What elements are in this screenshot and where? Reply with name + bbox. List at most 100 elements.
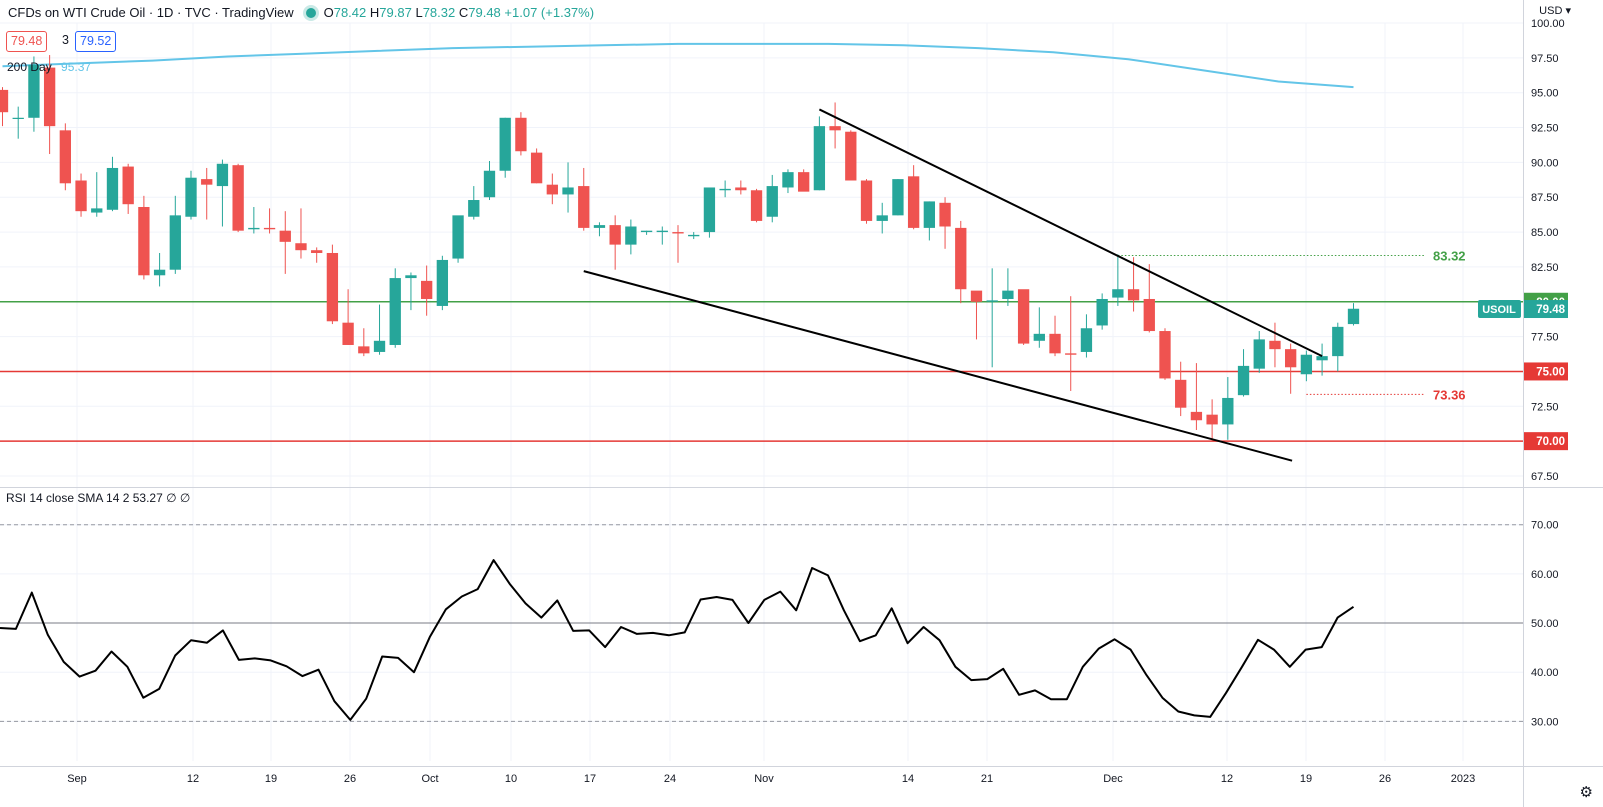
price-tick-label: 67.50 xyxy=(1531,471,1559,483)
symbol-tag-bg xyxy=(1478,300,1521,319)
candle-body xyxy=(468,200,480,217)
candle-body xyxy=(1253,339,1265,369)
candle-body xyxy=(703,187,716,233)
candle-body xyxy=(28,64,40,118)
candle-body xyxy=(122,166,134,205)
candle-body xyxy=(970,290,983,302)
candle-body xyxy=(1190,411,1203,421)
candle-body xyxy=(625,226,637,245)
candle-body xyxy=(1065,353,1077,355)
ma-legend[interactable]: 200 Day 95.37 xyxy=(7,60,91,74)
rsi-line xyxy=(0,559,1355,721)
candle-body xyxy=(719,188,731,191)
candle-body xyxy=(656,230,668,233)
candle-body xyxy=(43,67,56,127)
chevron-down-icon: ▾ xyxy=(1565,5,1571,17)
candle-body xyxy=(169,215,181,270)
candle-body xyxy=(91,208,103,213)
candle-body xyxy=(138,206,150,276)
gear-icon[interactable]: ⚙ xyxy=(1579,784,1593,801)
price-tick-label: 85.00 xyxy=(1531,227,1559,239)
candle-body xyxy=(1080,328,1093,352)
candle-body xyxy=(499,117,511,171)
candle-body xyxy=(1332,326,1344,357)
price-tick-label: 90.00 xyxy=(1531,157,1559,169)
annotation-label-73.36: 73.36 xyxy=(1433,387,1466,402)
candle-body xyxy=(279,230,291,242)
level-label-bg xyxy=(1524,432,1568,451)
market-status-icon xyxy=(305,8,316,18)
time-tick-label: 2023 xyxy=(1451,773,1475,785)
rsi-tick-label: 50.00 xyxy=(1531,618,1559,630)
candle-body xyxy=(750,190,763,221)
candle-body xyxy=(1049,333,1061,354)
candle-body xyxy=(515,117,527,152)
high-value: 79.87 xyxy=(379,5,412,20)
level-label-bg xyxy=(1524,362,1568,381)
candle-body xyxy=(1127,289,1140,301)
candle-body xyxy=(326,252,339,322)
candle-body xyxy=(1206,414,1218,425)
symbol-tag: USOIL xyxy=(1482,304,1516,316)
candle-body xyxy=(389,278,401,345)
candle-body xyxy=(342,322,354,345)
ma-value: 95.37 xyxy=(61,60,92,74)
price-tick-label: 92.50 xyxy=(1531,123,1559,135)
sell-price-button[interactable]: 79.48 xyxy=(6,31,48,52)
currency-label: USD xyxy=(1539,5,1563,17)
candle-body xyxy=(201,179,213,185)
candle-body xyxy=(232,165,244,231)
candle-body xyxy=(1033,333,1045,341)
ma-200-line xyxy=(2,42,1354,89)
price-grid xyxy=(0,22,1523,761)
price-tick-label: 82.50 xyxy=(1531,262,1559,274)
trendline xyxy=(583,270,1293,462)
time-tick-label: 10 xyxy=(505,773,517,785)
candle-body xyxy=(436,259,449,306)
time-tick-label: Dec xyxy=(1103,773,1123,785)
candle-body xyxy=(813,126,826,191)
rsi-tick-label: 30.00 xyxy=(1531,716,1559,728)
candle-body xyxy=(1316,356,1328,361)
price-tick-label: 72.50 xyxy=(1531,401,1559,413)
candle-body xyxy=(766,186,778,217)
buy-price-button[interactable]: 79.52 xyxy=(75,31,117,52)
candle-body xyxy=(185,177,197,217)
currency-selector[interactable]: USD ▾ xyxy=(1539,4,1571,17)
ma-label: 200 Day xyxy=(7,60,52,74)
level-label-75.00: 75.00 xyxy=(1536,366,1565,378)
price-tick-label: 100.00 xyxy=(1531,18,1565,30)
candle-body xyxy=(75,180,87,212)
chart-header: CFDs on WTI Crude Oil · 1D · TVC · Tradi… xyxy=(8,5,595,20)
rsi-legend: RSI 14 close SMA 14 2 53.27 ∅ ∅ xyxy=(6,491,190,505)
time-tick-label: 14 xyxy=(902,773,914,785)
candle-body xyxy=(373,340,386,352)
last-price-bg xyxy=(1524,300,1568,319)
level-label-70.00: 70.00 xyxy=(1536,436,1565,448)
last-price-label: 79.48 xyxy=(1536,304,1565,316)
time-tick-label: 12 xyxy=(187,773,199,785)
candle-body xyxy=(311,250,323,253)
candle-body xyxy=(295,243,307,251)
annotation-label-83.32: 83.32 xyxy=(1433,248,1466,263)
candle-body xyxy=(876,215,888,221)
trendline xyxy=(818,108,1323,358)
candle-body xyxy=(530,152,543,184)
candle-body xyxy=(483,170,496,198)
candle-body xyxy=(609,225,621,245)
symbol-title[interactable]: CFDs on WTI Crude Oil · 1D · TVC · Tradi… xyxy=(8,5,294,20)
candle-body xyxy=(12,117,24,119)
candle-body xyxy=(405,275,417,279)
candle-body xyxy=(640,230,653,233)
candle-body xyxy=(593,225,606,228)
time-tick-label: 24 xyxy=(664,773,676,785)
candle-body xyxy=(829,126,841,131)
rsi-tick-label: 70.00 xyxy=(1531,520,1559,532)
candle-body xyxy=(923,201,936,228)
time-tick-label: 19 xyxy=(265,773,277,785)
price-tick-label: 95.00 xyxy=(1531,88,1559,100)
candle-body xyxy=(248,227,260,230)
candles xyxy=(0,55,1360,442)
candle-body xyxy=(59,130,71,184)
